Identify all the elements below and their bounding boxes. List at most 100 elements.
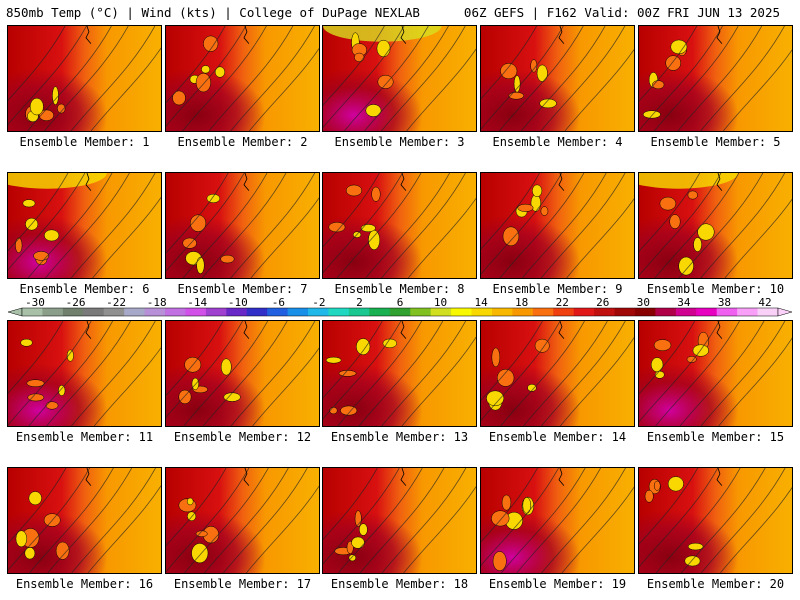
colorbar-tick-label: -6 [272,296,285,309]
ensemble-member-map [7,25,162,132]
ensemble-member-label: Ensemble Member: 8 [334,282,465,296]
colorbar-tick-label: 30 [637,296,650,309]
ensemble-member-map [322,25,477,132]
ensemble-member-label: Ensemble Member: 12 [173,430,312,444]
ensemble-member-label: Ensemble Member: 9 [492,282,623,296]
ensemble-member-map [7,467,162,574]
ensemble-member-label: Ensemble Member: 17 [173,577,312,591]
colorbar-segment [451,308,472,316]
colorbar-segment [369,308,391,316]
colorbar-tick-label: -14 [187,296,207,309]
ensemble-member-map [165,25,320,132]
colorbar-segment [634,308,656,316]
colorbar-segment [491,308,513,316]
colorbar-tick-label: 18 [515,296,528,309]
ensemble-member-label: Ensemble Member: 1 [19,135,150,149]
colorbar-right-arrow [777,307,793,317]
colorbar-segment [737,308,758,316]
colorbar-segment [42,308,64,316]
ensemble-member-map [165,320,320,427]
ensemble-member-label: Ensemble Member: 16 [15,577,154,591]
colorbar-segment [287,308,309,316]
ensemble-member-map [165,467,320,574]
colorbar-tick-label: 6 [397,296,404,309]
colorbar-tick-label: 10 [434,296,447,309]
colorbar-tick-label: 42 [758,296,771,309]
colorbar-tick-label: 38 [718,296,731,309]
ensemble-member-map [165,172,320,279]
ensemble-member-map [638,25,793,132]
colorbar-segment [62,308,84,316]
ensemble-member-label: Ensemble Member: 7 [177,282,308,296]
colorbar-segment [410,308,432,316]
ensemble-member-map [638,172,793,279]
ensemble-member-map [480,25,635,132]
ensemble-member-label: Ensemble Member: 11 [15,430,154,444]
colorbar-tick-label: -26 [66,296,86,309]
colorbar-segment [103,308,125,316]
ensemble-member-map [638,467,793,574]
model-run-info: 06Z GEFS | F162 Valid: 00Z FRI JUN 13 20… [463,5,780,20]
ensemble-member-label: Ensemble Member: 14 [488,430,627,444]
colorbar-segment [532,308,554,316]
map-title: 850mb Temp (°C) | Wind (kts) | College o… [6,5,420,20]
colorbar-segment [594,308,615,316]
ensemble-member-label: Ensemble Member: 5 [650,135,781,149]
ensemble-member-map [7,172,162,279]
colorbar-segment [185,308,207,316]
ensemble-member-map [322,467,477,574]
colorbar-tick-label: 14 [474,296,488,309]
colorbar-segment [614,308,636,316]
colorbar-segment [328,308,350,316]
colorbar-segment [165,308,186,316]
colorbar-segment [246,308,268,316]
ensemble-member-label: Ensemble Member: 4 [492,135,623,149]
ensemble-member-label: Ensemble Member: 6 [19,282,150,296]
colorbar-segment [144,308,166,316]
ensemble-member-label: Ensemble Member: 19 [488,577,627,591]
colorbar-segment [655,308,677,316]
colorbar-tick-label: 26 [596,296,609,309]
colorbar-segment [696,308,718,316]
ensemble-member-map [322,172,477,279]
ensemble-member-map [638,320,793,427]
colorbar-segment [348,308,370,316]
colorbar-segment [716,308,738,316]
ensemble-member-label: Ensemble Member: 2 [177,135,308,149]
colorbar-segment [267,308,289,316]
colorbar-segment [308,308,329,316]
colorbar-left-arrow [7,307,23,317]
ensemble-member-label: Ensemble Member: 18 [330,577,469,591]
temperature-colorbar: -30 -26 -22 -18 -14 -10 -6 -2 2 6 10 14 18 22 26 30 34 38… [7,296,793,317]
ensemble-member-map [322,320,477,427]
ensemble-member-label: Ensemble Member: 3 [334,135,465,149]
colorbar-segment [512,308,534,316]
ensemble-member-label: Ensemble Member: 10 [646,282,785,296]
colorbar-segment [124,308,145,316]
colorbar-tick-label: -30 [25,296,45,309]
colorbar-segment [430,308,452,316]
colorbar-segment [22,308,43,316]
ensemble-member-label: Ensemble Member: 13 [330,430,469,444]
colorbar-segment [553,308,575,316]
ensemble-member-map [7,320,162,427]
colorbar-tick-label: 34 [677,296,691,309]
colorbar-segment [83,308,105,316]
colorbar-segment [226,308,248,316]
colorbar-tick-label: -22 [106,296,126,309]
colorbar-segment [573,308,595,316]
ensemble-member-map [480,172,635,279]
ensemble-member-map [480,467,635,574]
colorbar-segment [675,308,697,316]
colorbar-tick-label: -18 [147,296,167,309]
colorbar-tick-label: 2 [356,296,363,309]
colorbar-segment [471,308,493,316]
colorbar-tick-label: -2 [312,296,325,309]
ensemble-member-label: Ensemble Member: 15 [646,430,785,444]
colorbar-segment [205,308,227,316]
ensemble-member-label: Ensemble Member: 20 [646,577,785,591]
ensemble-member-map [480,320,635,427]
colorbar-segment [757,308,779,316]
colorbar-tick-label: -10 [228,296,248,309]
colorbar-tick-label: 22 [556,296,569,309]
